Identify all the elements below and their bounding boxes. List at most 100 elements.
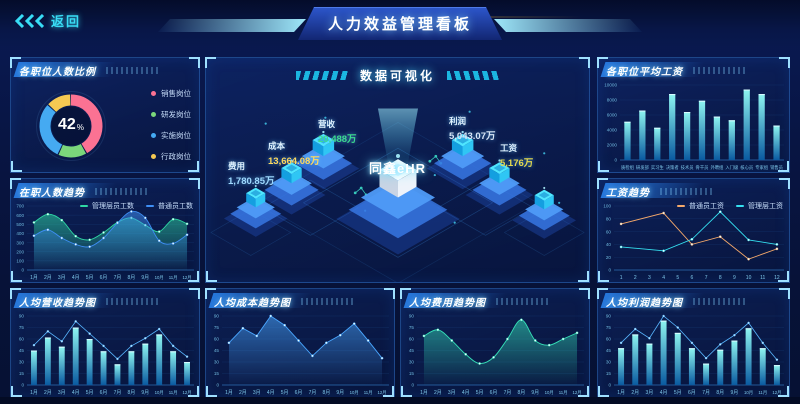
- brand-label: 同鑫eHR: [368, 161, 427, 176]
- page-title: 人力效益管理看板: [327, 16, 473, 33]
- svg-text:90: 90: [214, 314, 220, 319]
- svg-text:12: 12: [774, 275, 780, 281]
- svg-text:45: 45: [19, 348, 25, 353]
- svg-text:0: 0: [608, 268, 611, 273]
- svg-text:骨干员: 骨干员: [696, 165, 710, 171]
- svg-text:30: 30: [606, 360, 612, 365]
- svg-text:技术员: 技术员: [681, 164, 695, 171]
- panel-expense-trend: 人均费用趋势图 0 15 30 45 60 75 90 1月 2月 3月 4月 5月 6月 7月 8月 9月 1…: [400, 288, 590, 398]
- svg-text:400: 400: [16, 231, 24, 236]
- svg-text:8月: 8月: [716, 390, 724, 396]
- svg-text:12月: 12月: [772, 390, 781, 396]
- legend-item-admin[interactable]: 行政岗位: [151, 151, 191, 162]
- svg-text:12月: 12月: [378, 390, 387, 396]
- panel-cost-trend: 人均成本趋势图 0 15 30 45 60 75 90 1月 2月 3月 4月 5月 6月 7月 8月 9月 1…: [205, 288, 395, 398]
- back-button-label: 返回: [51, 14, 82, 29]
- isometric-scene: [210, 108, 585, 282]
- svg-text:1月: 1月: [420, 390, 428, 396]
- svg-text:2: 2: [634, 275, 637, 281]
- svg-text:11月: 11月: [169, 390, 178, 396]
- metric-cost: 成本 13,664.08万: [268, 141, 320, 167]
- svg-text:75: 75: [606, 325, 612, 330]
- svg-text:15: 15: [19, 371, 25, 376]
- svg-text:6000: 6000: [607, 113, 618, 118]
- legend-item-staff-salary[interactable]: 普通员工资: [677, 201, 724, 211]
- visualization-header: 数据可视化: [206, 58, 589, 84]
- panel-salary-trend: 工资趋势 普通员工资 管理层工资 0 20 40 60 80 100 1 2 3 4 5 6 7 8 9 10…: [597, 178, 790, 283]
- svg-text:4月: 4月: [660, 390, 668, 396]
- svg-text:7月: 7月: [504, 390, 512, 396]
- header-ticks-decoration: [693, 297, 747, 305]
- svg-text:1: 1: [620, 275, 623, 281]
- svg-text:5月: 5月: [86, 275, 94, 281]
- expense-trend-body: 0 15 30 45 60 75 90 1月 2月 3月 4月 5月 6月 7月 8月 9月 10月 11月 12月: [401, 309, 589, 397]
- svg-text:10月: 10月: [545, 390, 554, 396]
- svg-text:6月: 6月: [688, 390, 696, 396]
- metric-profit: 利润 5,043.07万: [449, 116, 496, 142]
- svg-text:7月: 7月: [114, 390, 122, 396]
- footer-strip: [0, 397, 800, 404]
- svg-text:4000: 4000: [607, 128, 618, 133]
- svg-text:6月: 6月: [490, 390, 498, 396]
- legend-item-implementation[interactable]: 实施岗位: [151, 130, 191, 141]
- svg-text:200: 200: [16, 249, 24, 254]
- donut-chart: [36, 91, 106, 161]
- panel-title-profit-trend: 人均利润趋势图: [606, 297, 683, 309]
- svg-text:3月: 3月: [448, 390, 456, 396]
- svg-text:5月: 5月: [86, 390, 94, 396]
- svg-text:11月: 11月: [169, 275, 178, 281]
- panel-title-headcount-trend: 在职人数趋势: [19, 187, 85, 199]
- legend-item-managers-count[interactable]: 管理层员工数: [80, 201, 134, 211]
- legend-dot: [151, 133, 156, 138]
- legend-dot: [151, 91, 156, 96]
- svg-text:1月: 1月: [225, 390, 233, 396]
- legend-dash: [80, 205, 88, 207]
- svg-text:2月: 2月: [44, 390, 52, 396]
- svg-text:45: 45: [214, 348, 220, 353]
- svg-text:0: 0: [608, 383, 611, 388]
- legend-item-manager-salary[interactable]: 管理层工资: [736, 201, 783, 211]
- svg-text:6月: 6月: [295, 390, 303, 396]
- svg-text:5月: 5月: [476, 390, 484, 396]
- legend-dot: [151, 112, 156, 117]
- svg-text:4月: 4月: [462, 390, 470, 396]
- svg-text:4月: 4月: [267, 390, 275, 396]
- svg-text:8月: 8月: [517, 390, 525, 396]
- svg-text:11月: 11月: [758, 390, 767, 396]
- svg-text:研发部: 研发部: [636, 164, 650, 171]
- svg-text:60: 60: [19, 337, 25, 342]
- svg-text:9月: 9月: [141, 390, 149, 396]
- profit-combo-chart: 0 15 30 45 60 75 90 1月 2月 3月 4月 5月 6月 7月 8月 9月 10月 11月 12月: [606, 314, 784, 396]
- svg-text:8月: 8月: [322, 390, 330, 396]
- back-button[interactable]: 返回: [14, 11, 81, 30]
- svg-text:30: 30: [409, 360, 415, 365]
- svg-text:11: 11: [760, 275, 765, 281]
- svg-text:700: 700: [16, 204, 24, 209]
- svg-text:60: 60: [409, 337, 415, 342]
- header-ticks-decoration: [496, 297, 550, 305]
- legend-dash: [677, 205, 685, 207]
- svg-text:60: 60: [606, 337, 612, 342]
- svg-text:2月: 2月: [434, 390, 442, 396]
- svg-text:9月: 9月: [731, 390, 739, 396]
- svg-text:45: 45: [409, 348, 415, 353]
- svg-text:30: 30: [214, 360, 220, 365]
- svg-text:100: 100: [16, 259, 24, 264]
- svg-text:75: 75: [214, 325, 220, 330]
- svg-text:入门级: 入门级: [725, 164, 739, 171]
- panel-header: 各职位平均工资: [598, 58, 789, 78]
- svg-text:2月: 2月: [44, 275, 52, 281]
- svg-text:2000: 2000: [607, 143, 618, 148]
- legend-item-sales[interactable]: 销售岗位: [151, 88, 191, 99]
- panel-header: 工资趋势: [598, 179, 789, 199]
- cost-trend-body: 0 15 30 45 60 75 90 1月 2月 3月 4月 5月 6月 7月 8月 9月 10月 11月 12月: [206, 309, 394, 397]
- legend-item-staff-count[interactable]: 普通员工数: [146, 201, 193, 211]
- legend-item-rnd[interactable]: 研发岗位: [151, 109, 191, 120]
- svg-text:90: 90: [19, 314, 25, 319]
- svg-text:1月: 1月: [617, 390, 625, 396]
- expense-area-chart: 0 15 30 45 60 75 90 1月 2月 3月 4月 5月 6月 7月 8月 9月 10月 11月 12月: [409, 314, 584, 396]
- svg-text:0: 0: [21, 268, 24, 273]
- headcount-legend: 管理层员工数 普通员工数: [80, 201, 193, 211]
- panel-header: 人均费用趋势图: [401, 289, 589, 309]
